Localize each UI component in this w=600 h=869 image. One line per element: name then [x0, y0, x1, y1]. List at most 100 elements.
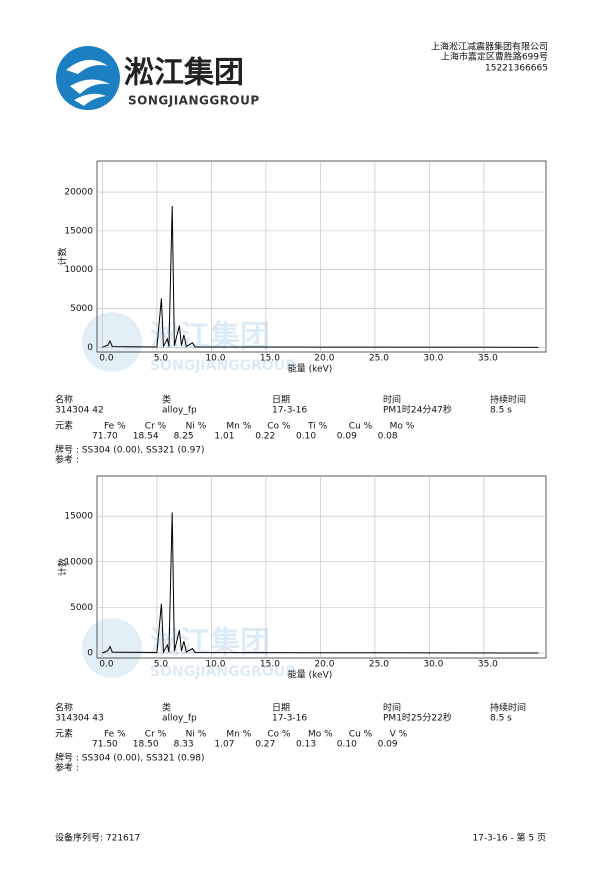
y-tick-label: 15000 — [64, 226, 93, 236]
y-tick-label: 10000 — [64, 557, 93, 567]
info-label: 类 — [162, 394, 171, 406]
info-value: alloy_fp — [162, 714, 197, 724]
info-value: 17-3-16 — [272, 714, 307, 724]
x-tick-label: 10.0 — [205, 660, 225, 670]
elements-label: 元素 — [55, 728, 73, 740]
info-label: 日期 — [272, 395, 290, 406]
watermark-cn: 淞江集团 — [150, 320, 270, 355]
element-name: Ni % — [186, 730, 207, 740]
y-axis-label: 计数 — [57, 558, 69, 576]
serial: 设备序列号: 721617 — [55, 832, 140, 844]
element-value: 0.10 — [337, 740, 357, 750]
element-value: 0.10 — [296, 432, 316, 442]
logo-icon — [56, 46, 120, 110]
plot-frame — [96, 475, 547, 659]
x-tick-label: 0.0 — [99, 354, 114, 364]
x-tick-label: 35.0 — [478, 354, 498, 364]
watermark-en: SONGJIANGGROUP — [150, 664, 295, 680]
phone: 15221366665 — [485, 64, 548, 74]
info-label: 名称 — [55, 702, 73, 714]
grade: 牌号 : SS304 (0.00), SS321 (0.98) — [55, 752, 205, 764]
watermark-cn: 淞江集团 — [150, 626, 270, 661]
info-label: 日期 — [272, 703, 290, 714]
info-label: 持续时间 — [490, 702, 526, 714]
element-value: 71.50 — [92, 740, 118, 750]
info-label: 持续时间 — [490, 394, 526, 406]
element-name: Fe % — [104, 422, 126, 432]
element-name: Co % — [267, 730, 291, 740]
element-value: 71.70 — [92, 432, 118, 442]
x-tick-label: 25.0 — [369, 354, 389, 364]
company: 上海淞江减震器集团有限公司 — [431, 41, 548, 53]
x-tick-label: 20.0 — [314, 354, 334, 364]
x-tick-label: 25.0 — [369, 660, 389, 670]
element-value: 8.33 — [174, 740, 194, 750]
elements-label: 元素 — [55, 420, 73, 432]
address: 上海市嘉定区曹胜路699号 — [441, 51, 548, 63]
info-value: 314304 42 — [55, 406, 104, 416]
info-label: 时间 — [383, 394, 401, 406]
x-tick-label: 15.0 — [260, 660, 280, 670]
spectrum-line — [102, 512, 539, 654]
element-name: Cu % — [349, 422, 373, 432]
x-tick-label: 15.0 — [260, 354, 280, 364]
element-value: 0.09 — [337, 432, 357, 442]
grade: 牌号 : SS304 (0.00), SS321 (0.97) — [55, 444, 205, 456]
element-value: 18.54 — [133, 432, 159, 442]
x-tick-label: 10.0 — [205, 354, 225, 364]
x-tick-label: 0.0 — [99, 660, 114, 670]
element-value: 0.13 — [296, 740, 316, 750]
plot-frame — [96, 160, 547, 353]
y-tick-label: 10000 — [64, 265, 93, 275]
info-value: 17-3-16 — [272, 406, 307, 416]
element-name: V % — [390, 730, 408, 740]
page-number: 17-3-16 - 第 5 页 — [472, 832, 546, 844]
element-name: Cr % — [145, 422, 167, 432]
y-axis-label: 计数 — [57, 247, 69, 265]
element-value: 18.50 — [133, 740, 159, 750]
x-tick-label: 35.0 — [478, 660, 498, 670]
element-name: Ni % — [186, 422, 207, 432]
x-tick-label: 20.0 — [314, 660, 334, 670]
info-value: 8.5 s — [490, 406, 512, 416]
x-tick-label: 30.0 — [423, 354, 443, 364]
logo-cn: 淞江集团 — [124, 56, 244, 91]
y-tick-label: 5000 — [70, 304, 93, 314]
reference: 参考 : — [55, 762, 79, 774]
element-value: 1.07 — [214, 740, 234, 750]
element-value: 0.09 — [378, 740, 398, 750]
element-name: Cu % — [349, 730, 373, 740]
info-label: 名称 — [55, 394, 73, 406]
info-label: 类 — [162, 702, 171, 714]
element-value: 0.27 — [255, 740, 275, 750]
info-value: 8.5 s — [490, 714, 512, 724]
info-value: PM1时24分47秒 — [383, 404, 452, 416]
y-tick-label: 5000 — [70, 603, 93, 613]
element-name: Mn % — [226, 422, 251, 432]
reference: 参考 : — [55, 454, 79, 466]
element-value: 8.25 — [174, 432, 194, 442]
y-tick-label: 0 — [87, 343, 93, 353]
element-value: 0.22 — [255, 432, 275, 442]
logo-en: SONGJIANGGROUP — [128, 94, 260, 108]
info-value: alloy_fp — [162, 406, 197, 416]
element-name: Mo % — [390, 422, 415, 432]
element-name: Cr % — [145, 730, 167, 740]
element-name: Mn % — [226, 730, 251, 740]
y-tick-label: 0 — [87, 648, 93, 658]
info-value: PM1时25分22秒 — [383, 712, 452, 724]
y-tick-label: 20000 — [64, 188, 93, 198]
info-value: 314304 43 — [55, 714, 104, 724]
element-name: Co % — [267, 422, 291, 432]
x-tick-label: 5.0 — [154, 660, 169, 670]
x-axis-label: 能量 (keV) — [288, 363, 332, 375]
element-value: 0.08 — [378, 432, 398, 442]
x-tick-label: 30.0 — [423, 660, 443, 670]
x-axis-label: 能量 (keV) — [288, 669, 332, 681]
element-name: Fe % — [104, 730, 126, 740]
element-name: Mo % — [308, 730, 333, 740]
y-tick-label: 15000 — [64, 512, 93, 522]
element-value: 1.01 — [214, 432, 234, 442]
